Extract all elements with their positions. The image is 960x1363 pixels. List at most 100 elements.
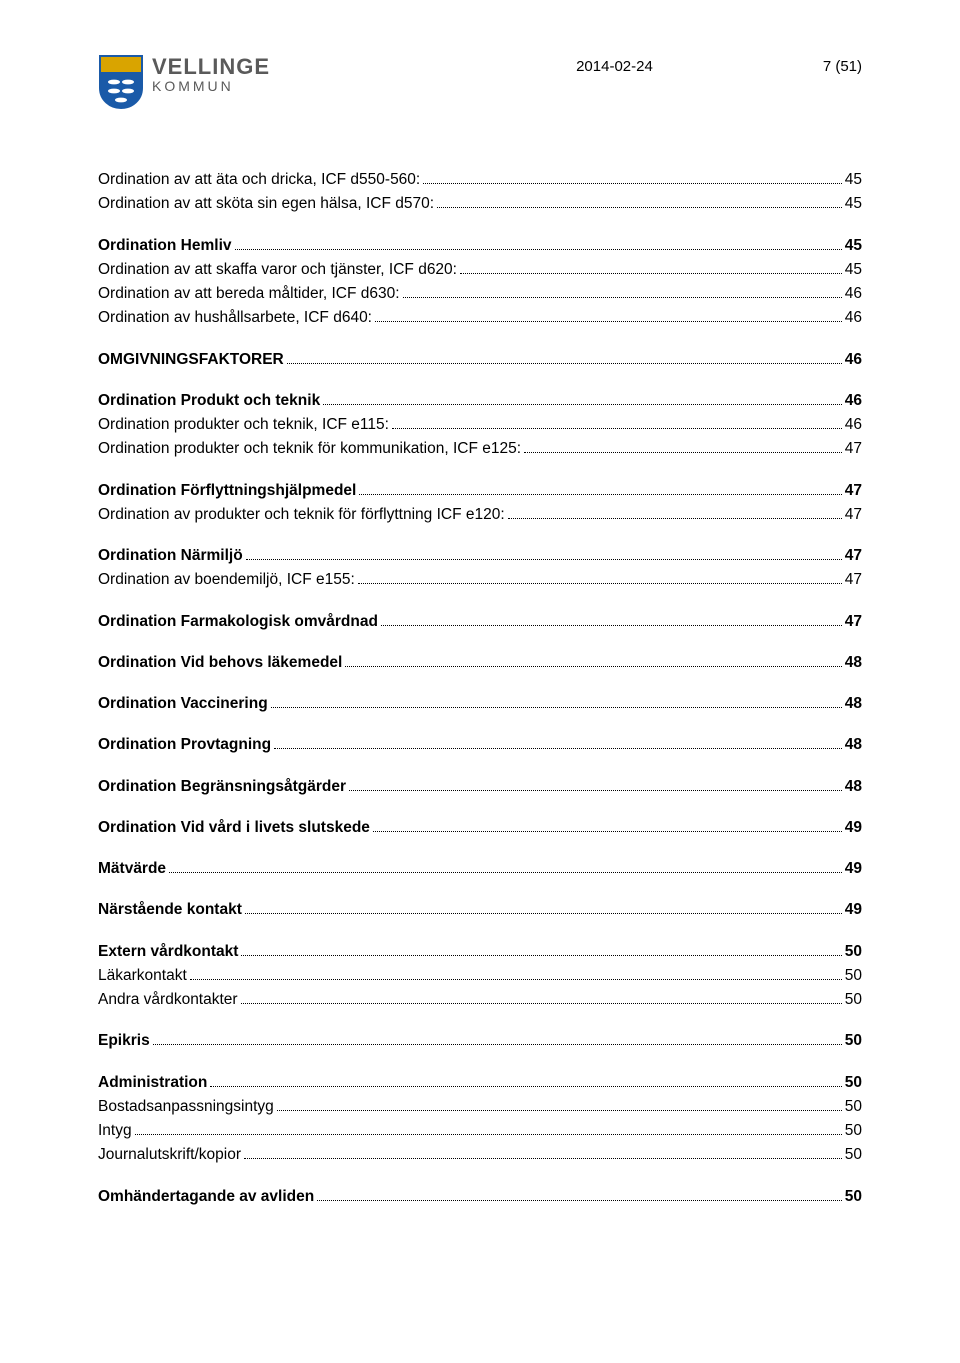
toc-entry: Ordination Provtagning 48 bbox=[98, 733, 862, 756]
toc-entry-page: 48 bbox=[845, 692, 862, 715]
toc-entry-page: 47 bbox=[845, 610, 862, 633]
toc-entry: Ordination av att äta och dricka, ICF d5… bbox=[98, 168, 862, 191]
header-meta: 2014-02-24 7 (51) bbox=[576, 54, 862, 75]
toc-leader-dots bbox=[381, 625, 842, 626]
toc-entry-label: Ordination av att äta och dricka, ICF d5… bbox=[98, 168, 420, 191]
toc-entry-page: 50 bbox=[845, 1095, 862, 1118]
toc-entry-label: Ordination Närmiljö bbox=[98, 544, 243, 567]
toc-leader-dots bbox=[375, 321, 842, 322]
brand-text: VELLINGE KOMMUN bbox=[152, 54, 270, 93]
toc-leader-dots bbox=[403, 297, 842, 298]
toc-entry-page: 49 bbox=[845, 857, 862, 880]
toc-entry-page: 47 bbox=[845, 479, 862, 502]
toc-leader-dots bbox=[210, 1086, 841, 1087]
municipality-shield-icon bbox=[98, 54, 144, 110]
toc-entry-label: Ordination av hushållsarbete, ICF d640: bbox=[98, 306, 372, 329]
toc-entry-label: Extern vårdkontakt bbox=[98, 940, 238, 963]
toc-entry: OMGIVNINGSFAKTORER 46 bbox=[98, 348, 862, 371]
toc-group-gap bbox=[98, 716, 862, 733]
toc-entry-page: 50 bbox=[845, 988, 862, 1011]
toc-leader-dots bbox=[345, 666, 841, 667]
toc-leader-dots bbox=[169, 872, 842, 873]
brand-subtitle: KOMMUN bbox=[152, 79, 270, 93]
toc-group-gap bbox=[98, 1054, 862, 1071]
toc-entry-label: Ordination av att bereda måltider, ICF d… bbox=[98, 282, 400, 305]
toc-entry-label: Administration bbox=[98, 1071, 207, 1094]
toc-entry: Ordination Begränsningsåtgärder 48 bbox=[98, 775, 862, 798]
toc-entry: Intyg 50 bbox=[98, 1119, 862, 1142]
toc-leader-dots bbox=[373, 831, 842, 832]
toc-entry-label: OMGIVNINGSFAKTORER bbox=[98, 348, 284, 371]
toc-entry-label: Journalutskrift/kopior bbox=[98, 1143, 241, 1166]
toc-entry: Omhändertagande av avliden 50 bbox=[98, 1185, 862, 1208]
toc-entry-label: Ordination av boendemiljö, ICF e155: bbox=[98, 568, 355, 591]
toc-entry: Andra vårdkontakter 50 bbox=[98, 988, 862, 1011]
toc-entry-page: 45 bbox=[845, 168, 862, 191]
toc-entry-page: 46 bbox=[845, 389, 862, 412]
toc-leader-dots bbox=[423, 183, 842, 184]
toc-entry-page: 50 bbox=[845, 1119, 862, 1142]
toc-group-gap bbox=[98, 758, 862, 775]
toc-leader-dots bbox=[241, 1003, 842, 1004]
toc-group-gap bbox=[98, 372, 862, 389]
toc-entry: Ordination av att sköta sin egen hälsa, … bbox=[98, 192, 862, 215]
toc-entry-label: Ordination produkter och teknik, ICF e11… bbox=[98, 413, 389, 436]
toc-entry: Journalutskrift/kopior 50 bbox=[98, 1143, 862, 1166]
toc-group-gap bbox=[98, 462, 862, 479]
toc-entry: Ordination Farmakologisk omvårdnad 47 bbox=[98, 610, 862, 633]
toc-group-gap bbox=[98, 1012, 862, 1029]
toc-entry-page: 45 bbox=[845, 192, 862, 215]
toc-leader-dots bbox=[508, 518, 842, 519]
toc-entry: Närstående kontakt 49 bbox=[98, 898, 862, 921]
toc-entry-page: 46 bbox=[845, 413, 862, 436]
toc-entry-label: Ordination Förflyttningshjälpmedel bbox=[98, 479, 356, 502]
toc-group-gap bbox=[98, 527, 862, 544]
toc-entry-page: 46 bbox=[845, 282, 862, 305]
toc-entry-page: 50 bbox=[845, 964, 862, 987]
toc-entry-label: Ordination av att sköta sin egen hälsa, … bbox=[98, 192, 434, 215]
toc-entry: Ordination Närmiljö 47 bbox=[98, 544, 862, 567]
toc-leader-dots bbox=[277, 1110, 842, 1111]
toc-entry-page: 50 bbox=[845, 1029, 862, 1052]
toc-entry-page: 45 bbox=[845, 234, 862, 257]
toc-group-gap bbox=[98, 634, 862, 651]
toc-entry-page: 45 bbox=[845, 258, 862, 281]
toc-leader-dots bbox=[460, 273, 842, 274]
toc-entry-label: Ordination Vid behovs läkemedel bbox=[98, 651, 342, 674]
toc-entry: Ordination av boendemiljö, ICF e155: 47 bbox=[98, 568, 862, 591]
toc-entry-label: Ordination Hemliv bbox=[98, 234, 232, 257]
toc-entry-page: 48 bbox=[845, 775, 862, 798]
toc-leader-dots bbox=[392, 428, 842, 429]
logo-block: VELLINGE KOMMUN bbox=[98, 54, 270, 110]
toc-leader-dots bbox=[358, 583, 842, 584]
page-header: VELLINGE KOMMUN 2014-02-24 7 (51) bbox=[98, 54, 862, 110]
document-date: 2014-02-24 bbox=[576, 58, 653, 75]
toc-entry-page: 47 bbox=[845, 568, 862, 591]
toc-entry: Administration 50 bbox=[98, 1071, 862, 1094]
toc-entry-label: Ordination Vaccinering bbox=[98, 692, 268, 715]
page-number: 7 (51) bbox=[823, 58, 862, 75]
toc-entry-label: Mätvärde bbox=[98, 857, 166, 880]
toc-leader-dots bbox=[317, 1200, 842, 1201]
toc-entry-label: Ordination Produkt och teknik bbox=[98, 389, 320, 412]
toc-leader-dots bbox=[323, 404, 842, 405]
toc-entry: Ordination Vid vård i livets slutskede 4… bbox=[98, 816, 862, 839]
toc-entry: Ordination Vaccinering 48 bbox=[98, 692, 862, 715]
toc-group-gap bbox=[98, 840, 862, 857]
toc-entry: Ordination Förflyttningshjälpmedel 47 bbox=[98, 479, 862, 502]
toc-entry-label: Bostadsanpassningsintyg bbox=[98, 1095, 274, 1118]
toc-entry-page: 49 bbox=[845, 898, 862, 921]
toc-leader-dots bbox=[524, 452, 842, 453]
toc-entry-label: Intyg bbox=[98, 1119, 132, 1142]
toc-entry: Extern vårdkontakt 50 bbox=[98, 940, 862, 963]
toc-entry: Ordination av hushållsarbete, ICF d640: … bbox=[98, 306, 862, 329]
toc-entry: Bostadsanpassningsintyg 50 bbox=[98, 1095, 862, 1118]
toc-entry-page: 46 bbox=[845, 348, 862, 371]
toc-group-gap bbox=[98, 923, 862, 940]
toc-leader-dots bbox=[274, 748, 842, 749]
toc-leader-dots bbox=[359, 494, 841, 495]
toc-entry: Ordination produkter och teknik för komm… bbox=[98, 437, 862, 460]
toc-group-gap bbox=[98, 881, 862, 898]
toc-entry: Ordination Produkt och teknik 46 bbox=[98, 389, 862, 412]
toc-group-gap bbox=[98, 217, 862, 234]
